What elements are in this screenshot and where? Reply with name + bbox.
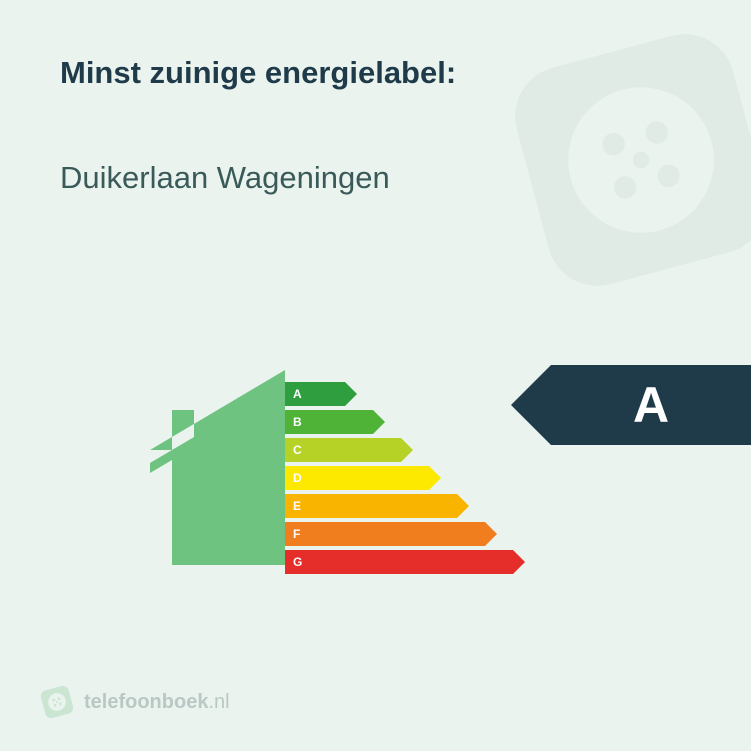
energy-bar: E: [285, 494, 513, 518]
energy-bar: A: [285, 382, 513, 406]
energy-bar-label: G: [293, 555, 302, 569]
location-subtitle: Duikerlaan Wageningen: [60, 160, 390, 196]
energy-bars: ABCDEFG: [285, 382, 513, 578]
footer-brand: telefoonboek.nl: [40, 685, 230, 719]
energy-bar: D: [285, 466, 513, 490]
page-title: Minst zuinige energielabel:: [60, 55, 456, 91]
energy-bar-label: A: [293, 387, 302, 401]
energy-bar-label: F: [293, 527, 300, 541]
footer-brand-bold: telefoonboek: [84, 691, 208, 713]
footer-brand-light: .nl: [208, 691, 229, 713]
rating-badge: A: [551, 365, 751, 445]
rating-letter: A: [633, 376, 669, 434]
energy-bar: G: [285, 550, 513, 574]
house-icon: [150, 370, 285, 580]
footer-logo-icon: [36, 681, 78, 723]
energy-bar: B: [285, 410, 513, 434]
energy-bar: F: [285, 522, 513, 546]
energy-bar-label: B: [293, 415, 302, 429]
energy-bar-label: C: [293, 443, 302, 457]
energy-bar-label: E: [293, 499, 301, 513]
energy-bar-label: D: [293, 471, 302, 485]
footer-text: telefoonboek.nl: [84, 691, 230, 714]
energy-bar: C: [285, 438, 513, 462]
